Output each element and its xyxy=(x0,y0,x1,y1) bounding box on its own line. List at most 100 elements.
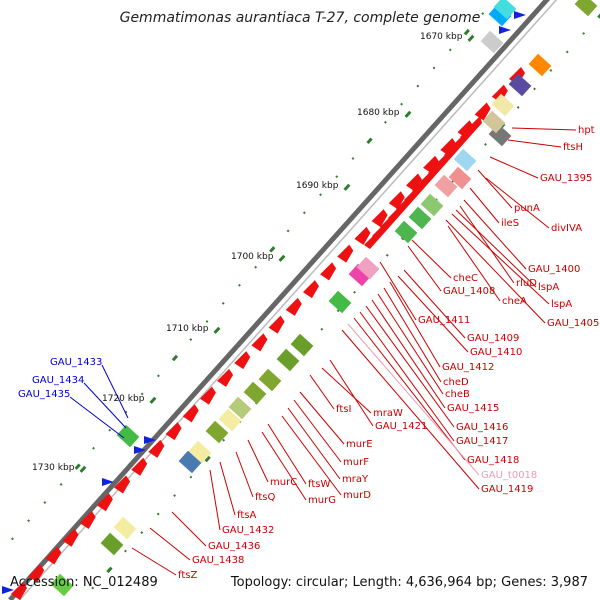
gene-label: GAU_1395 xyxy=(540,173,592,184)
forward-gene-arrow xyxy=(28,564,45,583)
label-leader xyxy=(377,293,444,395)
gene-label: punA xyxy=(514,203,540,214)
gene-label: murC xyxy=(270,477,297,488)
minor-tick xyxy=(448,48,452,52)
gene-label: murE xyxy=(346,439,373,450)
label-leader xyxy=(69,396,125,439)
gene-label: rluD xyxy=(516,278,537,289)
minor-tick xyxy=(156,512,160,516)
gene-label: ileS xyxy=(501,218,519,229)
minor-tick xyxy=(108,428,112,432)
minor-tick xyxy=(59,483,63,486)
minor-tick xyxy=(140,531,144,534)
forward-gene-arrow xyxy=(62,528,79,547)
gene-feature-block xyxy=(276,348,300,372)
minor-tick xyxy=(481,12,485,16)
forward-gene-arrow xyxy=(182,404,199,423)
forward-gene-arrow xyxy=(251,333,268,352)
forward-gene-arrow xyxy=(337,244,354,263)
genome-backbone-shadow xyxy=(18,0,558,600)
label-leader xyxy=(299,391,345,445)
label-leader xyxy=(389,281,441,368)
gene-label: murG xyxy=(308,495,336,506)
minor-tick xyxy=(254,265,258,269)
scale-label: 1670 kbp xyxy=(420,32,463,42)
gene-label: GAU_1411 xyxy=(418,315,470,326)
scale-label: 1710 kbp xyxy=(166,324,209,334)
gene-label: ftsH xyxy=(563,142,583,153)
gene-feature-block xyxy=(258,368,282,392)
label-leader xyxy=(149,527,191,561)
scale-label: 1700 kbp xyxy=(231,252,274,262)
forward-gene-arrow xyxy=(165,422,182,441)
minor-tick xyxy=(222,438,226,442)
reverse-gene-arrow xyxy=(102,478,114,486)
major-tick xyxy=(463,28,470,36)
label-leader xyxy=(359,311,455,442)
label-leader xyxy=(267,423,307,485)
reverse-gene-arrow xyxy=(134,446,146,454)
label-leader xyxy=(341,329,480,490)
label-leader xyxy=(101,364,129,419)
gene-feature-block xyxy=(328,290,352,314)
gene-label: GAU_1432 xyxy=(222,525,274,536)
label-leader xyxy=(293,399,342,463)
gene-feature-block xyxy=(528,53,552,77)
gene-feature-block xyxy=(394,220,418,244)
forward-gene-arrow xyxy=(114,475,131,494)
minor-tick xyxy=(92,446,95,450)
gene-label: GAU_1436 xyxy=(208,541,260,552)
gene-feature-block xyxy=(50,573,74,597)
major-tick xyxy=(106,566,113,574)
minor-tick xyxy=(385,253,389,257)
gene-label: divIVA xyxy=(551,223,582,234)
label-leader xyxy=(459,205,515,284)
gene-label: GAU_1419 xyxy=(481,484,533,495)
minor-tick xyxy=(335,175,339,179)
forward-gene-arrow xyxy=(388,191,405,210)
scale-tick xyxy=(149,396,157,404)
label-leader xyxy=(455,209,537,288)
major-tick xyxy=(597,12,600,19)
minor-tick xyxy=(565,50,569,54)
forward-gene-arrow xyxy=(45,546,62,565)
scale-label: 1730 kbp xyxy=(32,463,75,473)
minor-tick xyxy=(91,586,95,590)
label-leader xyxy=(451,213,550,305)
gene-label: mraY xyxy=(342,474,369,485)
label-leader-lines xyxy=(69,127,577,576)
forward-gene-arrow xyxy=(474,102,491,121)
gene-feature-block xyxy=(228,396,252,420)
label-leader xyxy=(287,407,341,480)
label-leader xyxy=(379,261,417,321)
gene-label: GAU_1405 xyxy=(547,318,599,329)
minor-tick xyxy=(582,32,586,35)
forward-gene-arrow xyxy=(440,138,457,157)
minor-tick xyxy=(11,537,14,541)
gene-feature-block xyxy=(493,0,517,20)
minor-tick xyxy=(516,106,520,109)
minor-tick xyxy=(432,66,436,70)
minor-tick xyxy=(286,229,290,233)
gene-feature-block xyxy=(448,166,472,190)
gene-labels: 1670 kbp 1680 kbp 1690 kbp 1700 kbp 1710 kbp… xyxy=(18,32,599,581)
genome-backbone xyxy=(8,0,550,600)
gene-label: GAU_1400 xyxy=(528,264,580,275)
scale-tick xyxy=(404,110,412,118)
gene-feature-block xyxy=(453,148,477,172)
label-leader xyxy=(489,156,539,179)
gene-label: hpt xyxy=(578,125,595,136)
label-leader xyxy=(371,299,446,409)
gene-label: murD xyxy=(343,490,371,501)
minor-tick xyxy=(383,120,387,124)
gene-feature-block xyxy=(178,450,202,474)
forward-gene-arrow xyxy=(457,120,474,139)
minor-tick xyxy=(140,392,144,396)
gene-feature-block xyxy=(113,516,137,540)
gene-feature-block xyxy=(356,256,380,280)
label-leader xyxy=(171,511,207,547)
gene-feature-block xyxy=(243,381,267,405)
reverse-gene-arrow xyxy=(514,11,526,19)
